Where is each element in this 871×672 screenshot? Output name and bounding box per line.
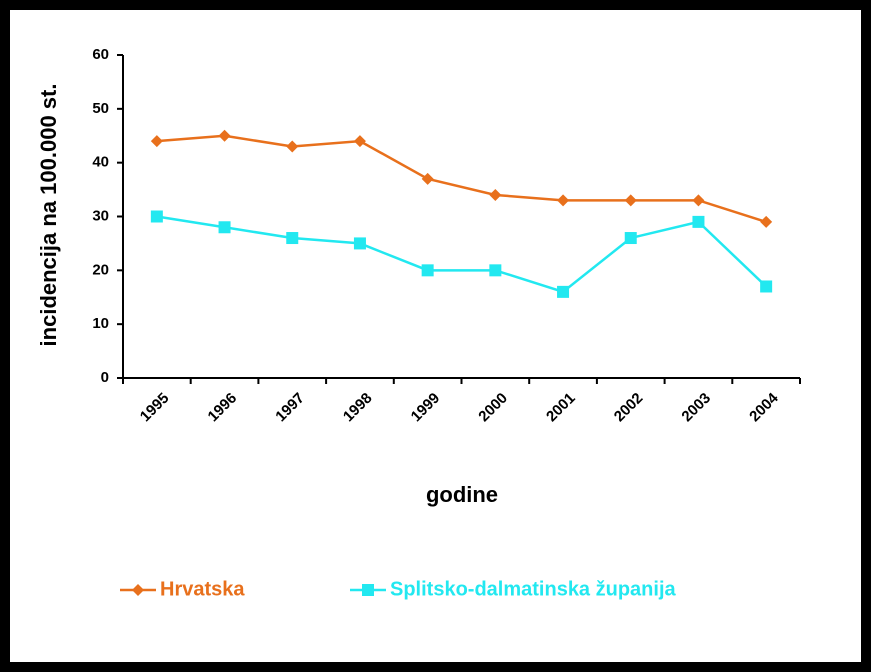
point xyxy=(218,129,231,142)
point xyxy=(353,237,366,250)
point xyxy=(218,221,231,234)
point xyxy=(421,264,434,277)
point xyxy=(353,135,366,148)
y-tick-label: 10 xyxy=(92,315,109,332)
y-tick-label: 50 xyxy=(92,100,109,117)
y-tick-label: 40 xyxy=(92,154,109,171)
point xyxy=(692,194,705,207)
point xyxy=(557,285,570,298)
point xyxy=(286,140,299,153)
y-tick-label: 20 xyxy=(92,261,109,278)
point xyxy=(557,194,570,207)
x-axis-label: godine xyxy=(426,482,498,507)
point xyxy=(624,232,637,245)
legend-label: Hrvatska xyxy=(160,578,245,600)
point xyxy=(150,135,163,148)
point xyxy=(760,215,773,228)
point xyxy=(286,232,299,245)
y-tick-label: 30 xyxy=(92,207,109,224)
point xyxy=(489,264,502,277)
series-line xyxy=(156,134,767,224)
point xyxy=(150,210,163,223)
y-axis-label: incidencija na 100.000 st. xyxy=(36,84,61,347)
legend-marker xyxy=(132,584,144,596)
point xyxy=(624,194,637,207)
point xyxy=(489,188,502,201)
legend-marker xyxy=(362,584,374,596)
y-tick-label: 0 xyxy=(101,369,109,386)
legend-label: Splitsko-dalmatinska županija xyxy=(390,578,677,600)
point xyxy=(760,280,773,293)
point xyxy=(421,172,434,185)
point xyxy=(692,215,705,228)
y-tick-label: 60 xyxy=(92,46,109,63)
series-line xyxy=(156,215,768,294)
